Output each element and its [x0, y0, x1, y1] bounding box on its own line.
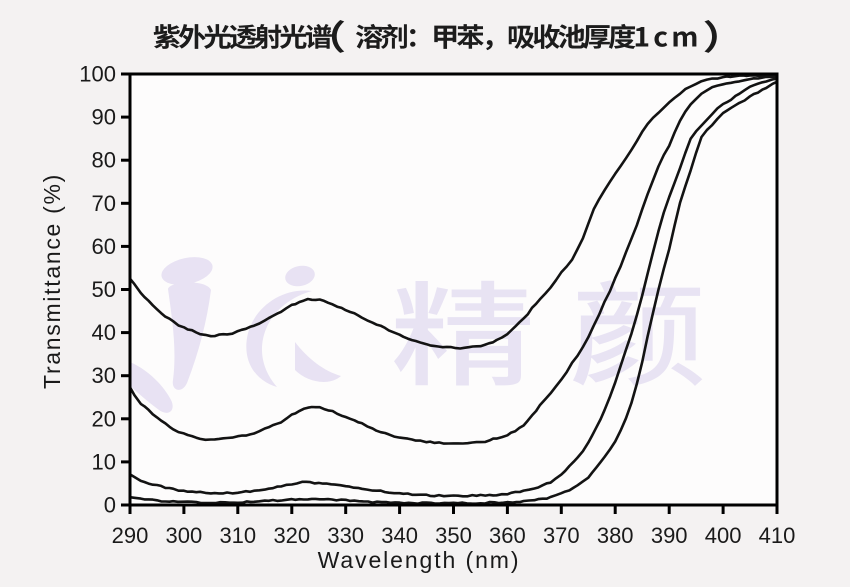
- svg-text:70: 70: [92, 191, 116, 216]
- svg-text:330: 330: [327, 523, 364, 548]
- svg-text:370: 370: [543, 523, 580, 548]
- svg-text:10: 10: [92, 449, 116, 474]
- svg-text:50: 50: [92, 277, 116, 302]
- svg-text:0: 0: [104, 493, 116, 518]
- svg-text:310: 310: [219, 523, 256, 548]
- svg-text:90: 90: [92, 105, 116, 130]
- svg-text:100: 100: [79, 62, 116, 87]
- svg-text:40: 40: [92, 320, 116, 345]
- svg-text:Wavelength (nm): Wavelength (nm): [318, 547, 521, 573]
- svg-text:410: 410: [759, 523, 796, 548]
- svg-text:290: 290: [112, 523, 149, 548]
- svg-text:360: 360: [489, 523, 526, 548]
- svg-text:380: 380: [597, 523, 634, 548]
- svg-text:320: 320: [273, 523, 310, 548]
- svg-text:350: 350: [435, 523, 472, 548]
- svg-text:Transmittance (%): Transmittance (%): [39, 173, 65, 389]
- svg-text:400: 400: [705, 523, 742, 548]
- svg-text:390: 390: [651, 523, 688, 548]
- svg-text:30: 30: [92, 363, 116, 388]
- svg-text:340: 340: [381, 523, 418, 548]
- svg-text:20: 20: [92, 406, 116, 431]
- svg-text:300: 300: [166, 523, 203, 548]
- svg-text:80: 80: [92, 148, 116, 173]
- svg-text:60: 60: [92, 234, 116, 259]
